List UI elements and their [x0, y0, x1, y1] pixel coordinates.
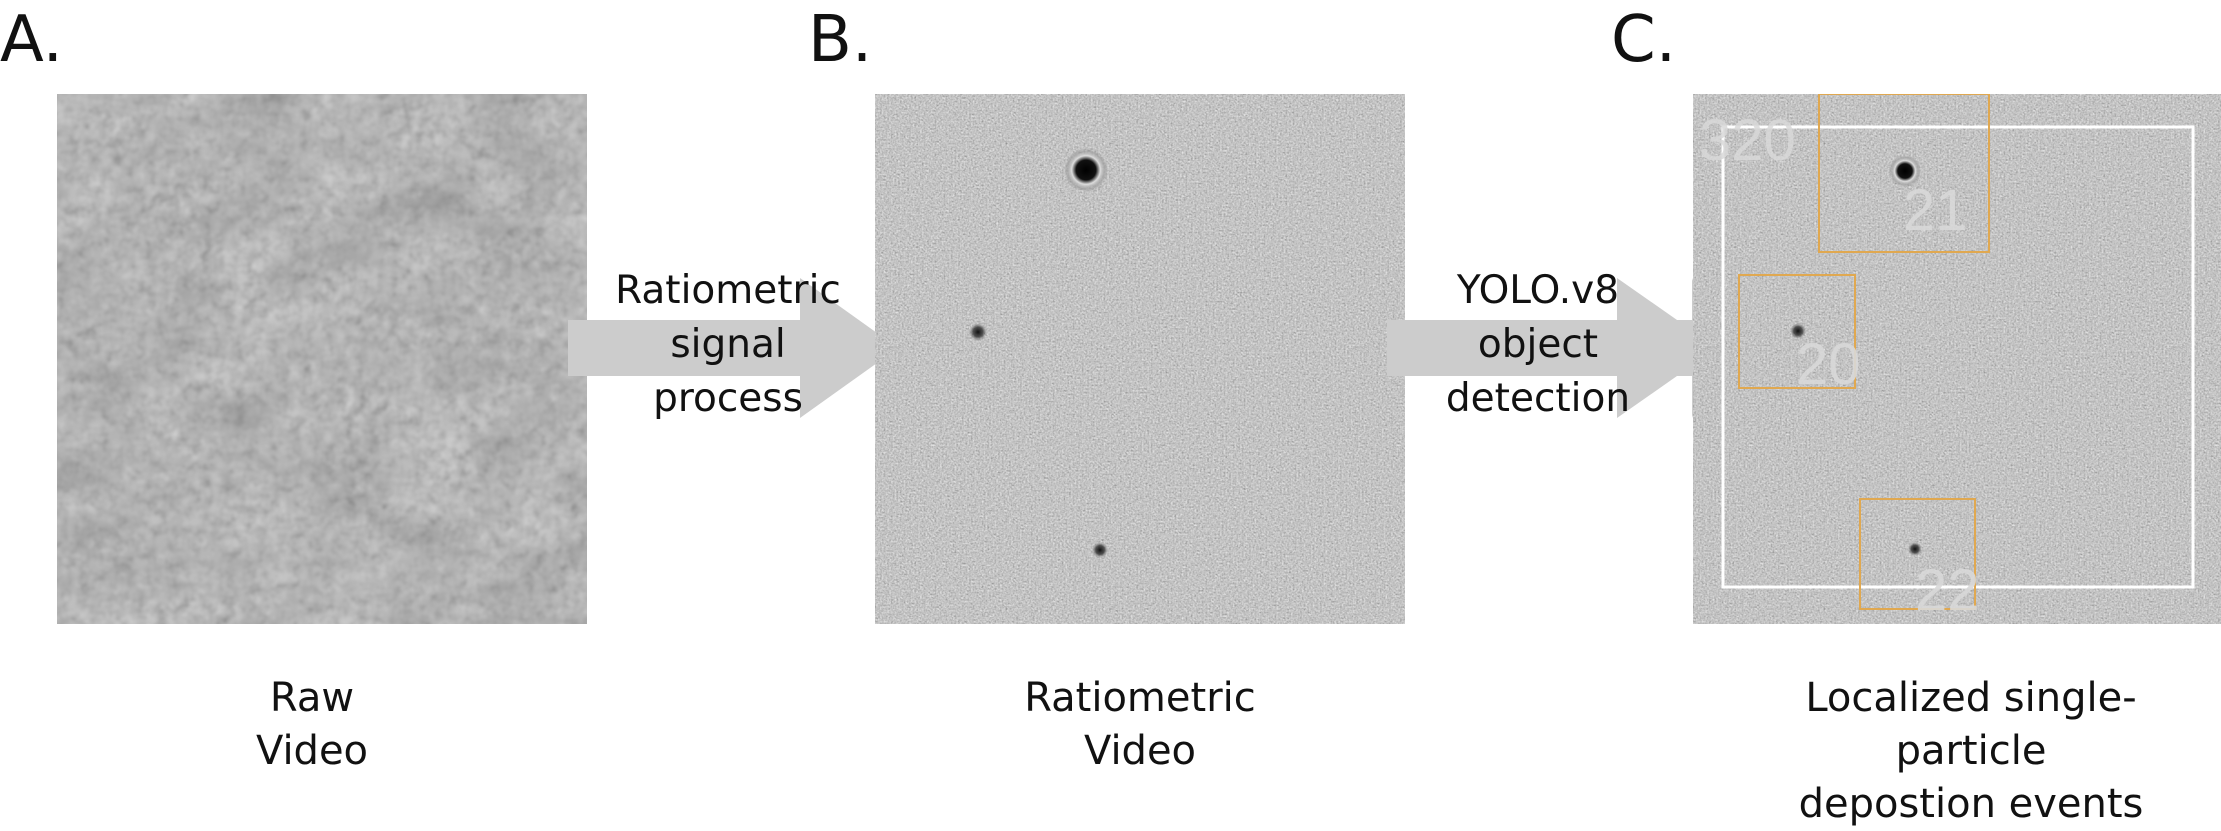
- panel-b-caption-line2: Video: [1083, 728, 1197, 774]
- particle-spot: [1790, 323, 1806, 339]
- arrow-1-label-line3: process: [653, 376, 803, 421]
- arrow-2-label-line3: detection: [1445, 376, 1631, 421]
- arrow-1-label-line1: Ratiometric: [615, 268, 841, 313]
- particle-spot: [1889, 155, 1921, 187]
- ratiometric-video-image: [875, 94, 1405, 624]
- particle-spot: [969, 323, 987, 341]
- bounding-box-20: [1738, 274, 1856, 389]
- panel-a-caption-line2: Video: [255, 728, 369, 774]
- tracking-frame: [1721, 125, 2195, 589]
- box-label-22: 22: [1915, 558, 1980, 623]
- arrow-2-label: YOLO.v8 object detection: [1398, 264, 1678, 426]
- panel-c-caption-line1: Localized single-particle: [1805, 675, 2137, 774]
- arrow-1-label-line2: signal: [670, 322, 786, 367]
- arrow-ratiometric-process: [568, 278, 898, 418]
- bounding-box-22: [1859, 498, 1976, 610]
- particle-spot: [1908, 542, 1922, 556]
- panel-a-caption-line1: Raw: [269, 675, 355, 721]
- panel-a-letter: A.: [0, 3, 63, 77]
- detection-result-image: 320 21 20 22: [1693, 94, 2221, 624]
- box-label-20: 20: [1796, 332, 1861, 397]
- particle-spot: [1064, 148, 1108, 192]
- particle-spot: [1092, 542, 1108, 558]
- arrow-1-label: Ratiometric signal process: [588, 264, 868, 426]
- panel-c-letter: C.: [1611, 3, 1677, 77]
- panel-b-caption: Ratiometric Video: [930, 672, 1350, 778]
- panel-a-caption: Raw Video: [102, 672, 522, 778]
- arrow-yolo-detection: [1387, 278, 1717, 418]
- panel-c-caption: Localized single-particle depostion even…: [1736, 672, 2206, 831]
- bounding-box-21: [1818, 94, 1990, 253]
- panel-b-letter: B.: [808, 3, 873, 77]
- arrow-2-label-line1: YOLO.v8: [1456, 268, 1620, 313]
- panel-c-caption-line2: depostion events: [1798, 781, 2144, 827]
- box-label-21: 21: [1903, 178, 1968, 243]
- panel-b-caption-line1: Ratiometric: [1024, 675, 1256, 721]
- arrow-2-label-line2: object: [1477, 322, 1599, 367]
- raw-video-image: [57, 94, 587, 624]
- frame-label: 320: [1699, 108, 1796, 173]
